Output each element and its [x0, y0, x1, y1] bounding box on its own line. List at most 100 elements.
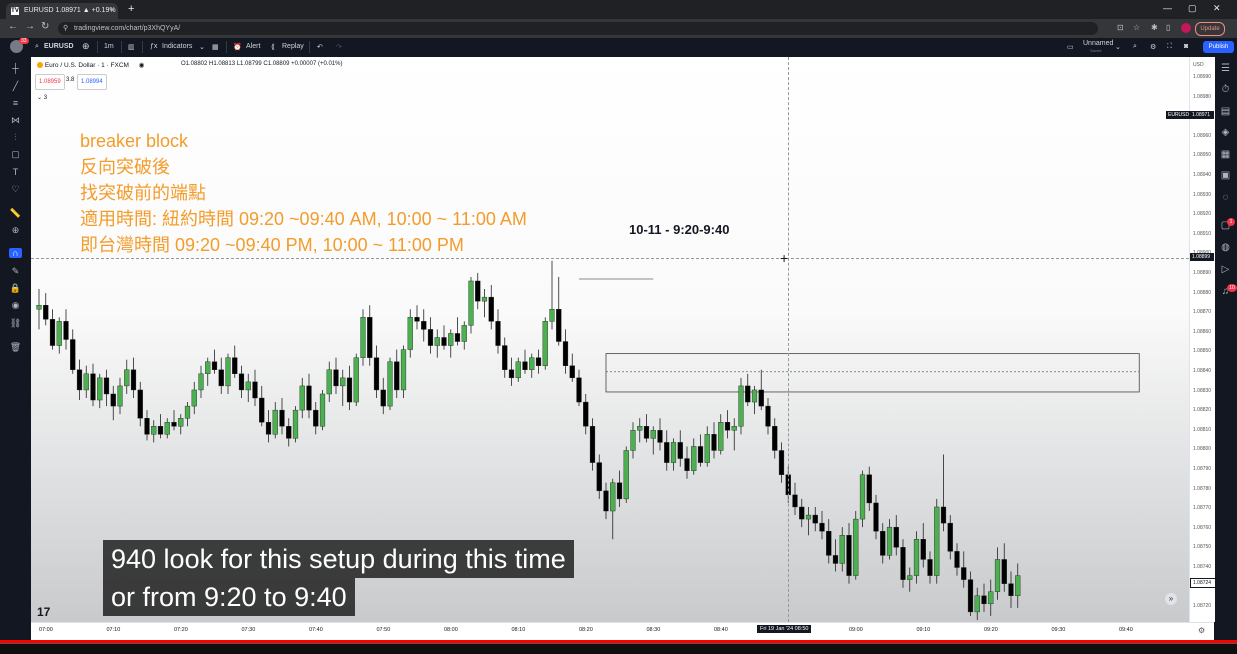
- templates-icon[interactable]: ▦: [212, 44, 219, 51]
- close-window-icon[interactable]: ✕: [1213, 3, 1221, 13]
- candle-bearish: [603, 490, 609, 512]
- candle-bullish: [907, 575, 913, 580]
- tab-title: EURUSD 1.08971 ▲ +0.19% Unn...: [24, 7, 118, 14]
- layout-icon[interactable]: ▭: [1067, 44, 1074, 51]
- buy-button[interactable]: 1.08994: [77, 74, 107, 90]
- close-tab-icon[interactable]: ×: [109, 7, 114, 14]
- compare-symbol-icon[interactable]: ⊕: [82, 41, 90, 51]
- time-axis[interactable]: 07:00 07:10 07:20 07:30 07:40 07:50 08:00 08:10…: [31, 622, 1214, 641]
- forward-icon[interactable]: →: [25, 21, 35, 32]
- candle-bearish: [49, 319, 56, 346]
- data-window-icon[interactable]: ▤: [1220, 106, 1231, 117]
- candle-bullish: [468, 280, 474, 326]
- chat-icon[interactable]: ▢: [1220, 220, 1231, 231]
- new-tab-button[interactable]: +: [128, 3, 135, 15]
- text-tool-icon[interactable]: T: [12, 167, 19, 177]
- calendar-icon[interactable]: ▦: [1220, 149, 1231, 160]
- symbol-description[interactable]: Euro / U.S. Dollar · 1 · FXCM: [44, 62, 129, 69]
- hotlists-icon[interactable]: ◈: [1221, 127, 1230, 138]
- notifications-bell-icon[interactable]: ♫: [1221, 286, 1230, 297]
- candle-bearish: [745, 385, 751, 403]
- alert-button[interactable]: Alert: [246, 43, 261, 50]
- price-tick-label: 1.08930: [1193, 191, 1212, 198]
- stay-in-drawing-mode-icon[interactable]: ✎: [11, 266, 20, 276]
- fib-retracement-icon[interactable]: ≡: [12, 98, 19, 108]
- search-icon[interactable]: ⌕: [35, 43, 39, 50]
- profile-avatar[interactable]: [1181, 23, 1191, 33]
- publish-button[interactable]: Publish: [1203, 41, 1234, 53]
- maximize-window-icon[interactable]: ▢: [1188, 3, 1197, 13]
- sidebar-icon[interactable]: ▯: [1166, 23, 1171, 32]
- candle-bearish: [421, 321, 427, 330]
- replay-button[interactable]: Replay: [282, 43, 304, 50]
- chart-top-toolbar: 33 ⌕ EURUSD ⊕ 1m ▥ ƒx Indicators ⌄ ▦ ⏰ A…: [0, 38, 1237, 57]
- price-tick-label: 1.08800: [1193, 446, 1212, 453]
- candle-bullish: [299, 385, 305, 411]
- candle-bullish: [1015, 575, 1021, 596]
- candle-bearish: [454, 333, 461, 342]
- chevron-down-icon[interactable]: ⌄: [1115, 44, 1121, 51]
- link-icon[interactable]: ⛓: [9, 318, 22, 328]
- minimize-window-icon[interactable]: —: [1163, 3, 1172, 13]
- quick-search-icon[interactable]: ⌕: [1133, 43, 1137, 50]
- alerts-clock-icon[interactable]: ⏱: [1221, 84, 1230, 95]
- url-bar[interactable]: ⚲ tradingview.com/chart/p3XhQYyA/: [58, 22, 1098, 35]
- bookmark-star-icon[interactable]: ☆: [1133, 23, 1141, 32]
- lock-drawings-icon[interactable]: 🔒: [9, 283, 22, 293]
- indicators-collapse[interactable]: ⌄ 3: [37, 94, 47, 101]
- magnet-icon[interactable]: ∩: [9, 248, 22, 258]
- sell-button[interactable]: 1.08959: [35, 74, 65, 90]
- forecasting-icon[interactable]: ⫶: [14, 132, 17, 142]
- measure-ruler-icon[interactable]: 📏: [9, 208, 22, 218]
- layout-name[interactable]: Unnamed: [1083, 40, 1114, 47]
- chart-pane[interactable]: Euro / U.S. Dollar · 1 · FXCM ◉ O1.08802…: [31, 57, 1189, 622]
- video-progress-bar[interactable]: [0, 640, 1237, 654]
- candle-bearish: [940, 506, 947, 524]
- hide-drawings-icon[interactable]: ◉: [11, 300, 20, 310]
- back-icon[interactable]: ←: [8, 21, 18, 32]
- site-info-icon[interactable]: ⚲: [63, 25, 69, 32]
- ideas-lightbulb-icon[interactable]: ◌: [1222, 192, 1229, 203]
- calendar-events-icon[interactable]: ▣: [1220, 170, 1231, 181]
- price-tick-label: 1.08990: [1193, 74, 1212, 80]
- patterns-icon[interactable]: ⋈: [11, 115, 20, 125]
- redo-icon[interactable]: ↷: [336, 44, 342, 51]
- browser-tab[interactable]: TV EURUSD 1.08971 ▲ +0.19% Unn... ×: [6, 3, 118, 19]
- url-text: tradingview.com/chart/p3XhQYyA/: [74, 25, 181, 32]
- fullscreen-icon[interactable]: ⛶: [1167, 43, 1172, 50]
- candles-style-icon[interactable]: ▥: [128, 44, 135, 51]
- candle-bearish: [697, 446, 704, 463]
- crosshair-cursor-icon: +: [780, 250, 789, 266]
- candle-bearish: [43, 304, 49, 320]
- price-tick-label: 1.08960: [1193, 132, 1212, 139]
- update-button[interactable]: Update: [1195, 22, 1225, 36]
- play-icon[interactable]: ▷: [1221, 264, 1230, 275]
- trash-icon[interactable]: 🗑: [9, 342, 22, 352]
- symbol-search-button[interactable]: EURUSD: [44, 43, 74, 50]
- settings-gear-icon[interactable]: ⚙: [1150, 44, 1157, 51]
- undo-icon[interactable]: ↶: [317, 44, 323, 51]
- reload-icon[interactable]: ↻: [41, 21, 50, 32]
- zoom-in-icon[interactable]: ⊕: [11, 225, 20, 235]
- price-axis[interactable]: USD 1.089901.089801.089701.089601.089501…: [1166, 57, 1216, 622]
- time-tick-label: 07:00: [39, 627, 53, 633]
- candle-bullish: [988, 591, 994, 605]
- scroll-to-realtime-icon[interactable]: »: [1165, 593, 1177, 605]
- indicators-button[interactable]: Indicators: [162, 43, 193, 50]
- icons-tool-icon[interactable]: ♡: [11, 184, 20, 194]
- extensions-icon[interactable]: ✱: [1151, 23, 1158, 32]
- crosshair-icon[interactable]: ┼: [12, 63, 19, 73]
- chevron-down-icon[interactable]: ⌄: [199, 44, 205, 51]
- price-tick-label: 1.08720: [1193, 603, 1212, 610]
- price-tick-label: 1.08780: [1193, 485, 1212, 492]
- camera-icon[interactable]: ◙: [1184, 43, 1189, 50]
- watchlist-icon[interactable]: ☰: [1221, 63, 1230, 74]
- candle-bullish: [994, 559, 1001, 592]
- interval-button[interactable]: 1m: [104, 43, 114, 50]
- install-app-icon[interactable]: ⊡: [1117, 23, 1124, 32]
- time-tick-label: 07:30: [241, 627, 256, 633]
- axis-settings-icon[interactable]: ⚙: [1198, 626, 1206, 635]
- trend-line-icon[interactable]: ╱: [12, 81, 19, 91]
- streams-icon[interactable]: ◍: [1221, 242, 1230, 253]
- geometric-shapes-icon[interactable]: ▢: [11, 149, 20, 159]
